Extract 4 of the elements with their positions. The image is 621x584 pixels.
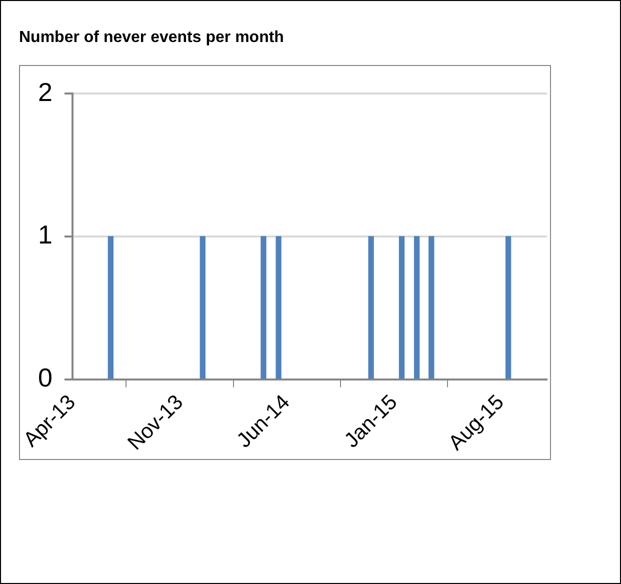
y-tick-label: 1 bbox=[38, 220, 52, 250]
y-tick-label: 2 bbox=[38, 76, 52, 107]
chart-title: Number of never events per month bbox=[19, 29, 284, 47]
y-tick-label: 0 bbox=[38, 362, 52, 392]
